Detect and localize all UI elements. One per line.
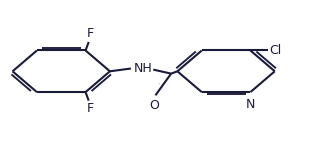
Text: F: F [87,102,94,115]
Text: Cl: Cl [269,44,282,57]
Text: F: F [87,27,94,40]
Text: NH: NH [133,62,152,75]
Text: O: O [149,99,159,112]
Text: N: N [246,98,255,111]
